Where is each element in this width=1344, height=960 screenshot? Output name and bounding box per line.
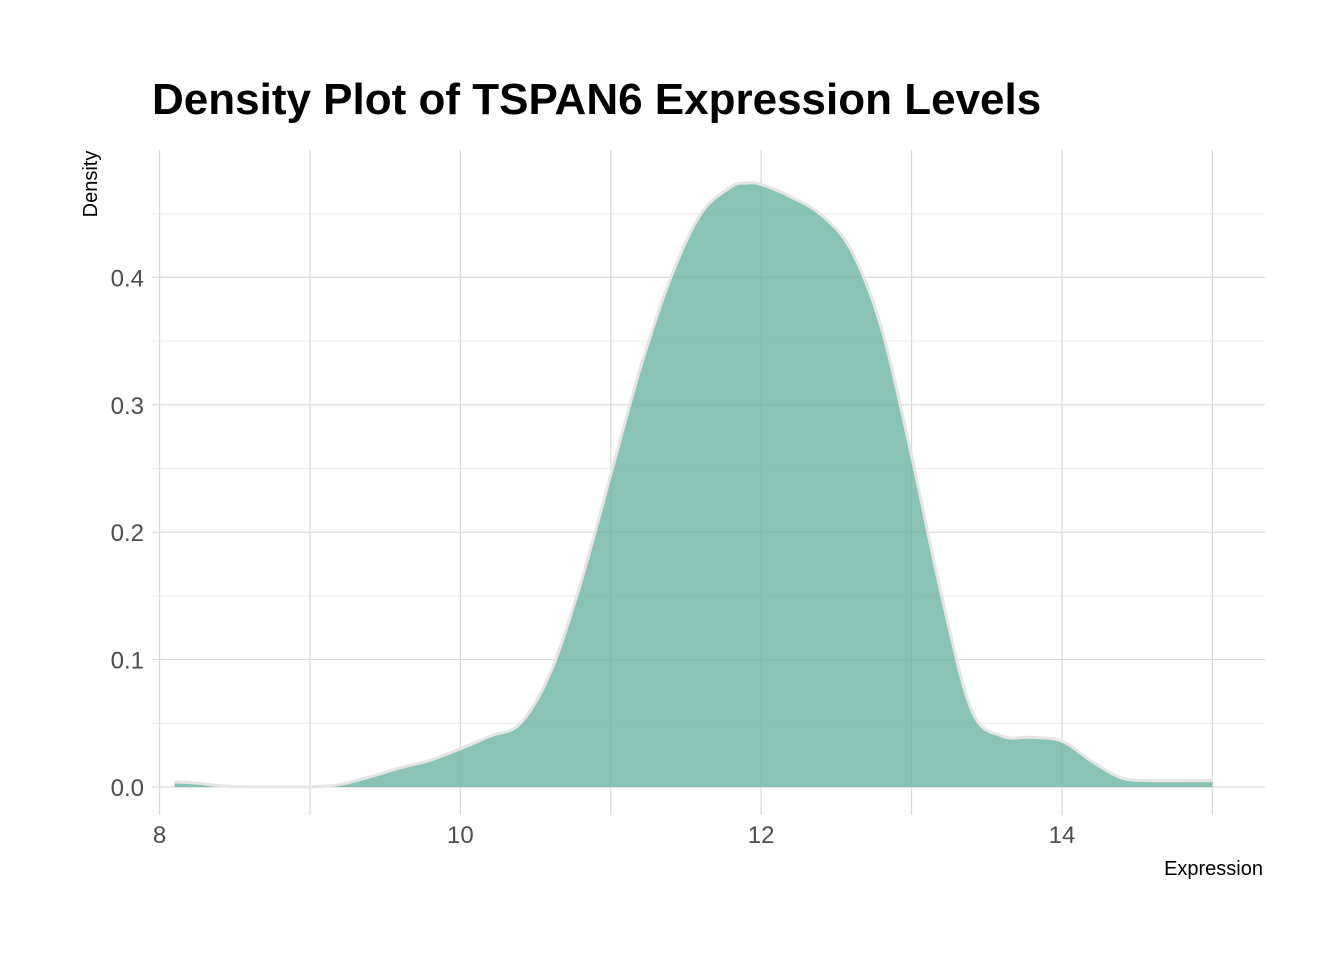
x-tick-label: 8 — [153, 822, 166, 849]
x-tick-label: 14 — [1049, 822, 1076, 849]
x-tick-label: 12 — [748, 822, 775, 849]
x-tick-labels: 8 10 12 14 — [153, 822, 1075, 849]
chart-title: Density Plot of TSPAN6 Expression Levels — [152, 75, 1041, 124]
y-tick-label: 0.1 — [111, 648, 144, 675]
density-area-layer — [174, 181, 1213, 789]
density-area — [174, 182, 1213, 787]
density-outline — [174, 181, 1213, 789]
y-tick-label: 0.0 — [111, 775, 144, 802]
x-axis-title: Expression — [1164, 858, 1263, 880]
y-tick-label: 0.3 — [111, 393, 144, 420]
y-tick-label: 0.2 — [111, 520, 144, 547]
y-tick-labels: 0.0 0.1 0.2 0.3 0.4 — [111, 265, 144, 802]
y-tick-label: 0.4 — [111, 265, 144, 292]
y-axis-title: Density — [80, 151, 102, 218]
x-tick-label: 10 — [447, 822, 474, 849]
